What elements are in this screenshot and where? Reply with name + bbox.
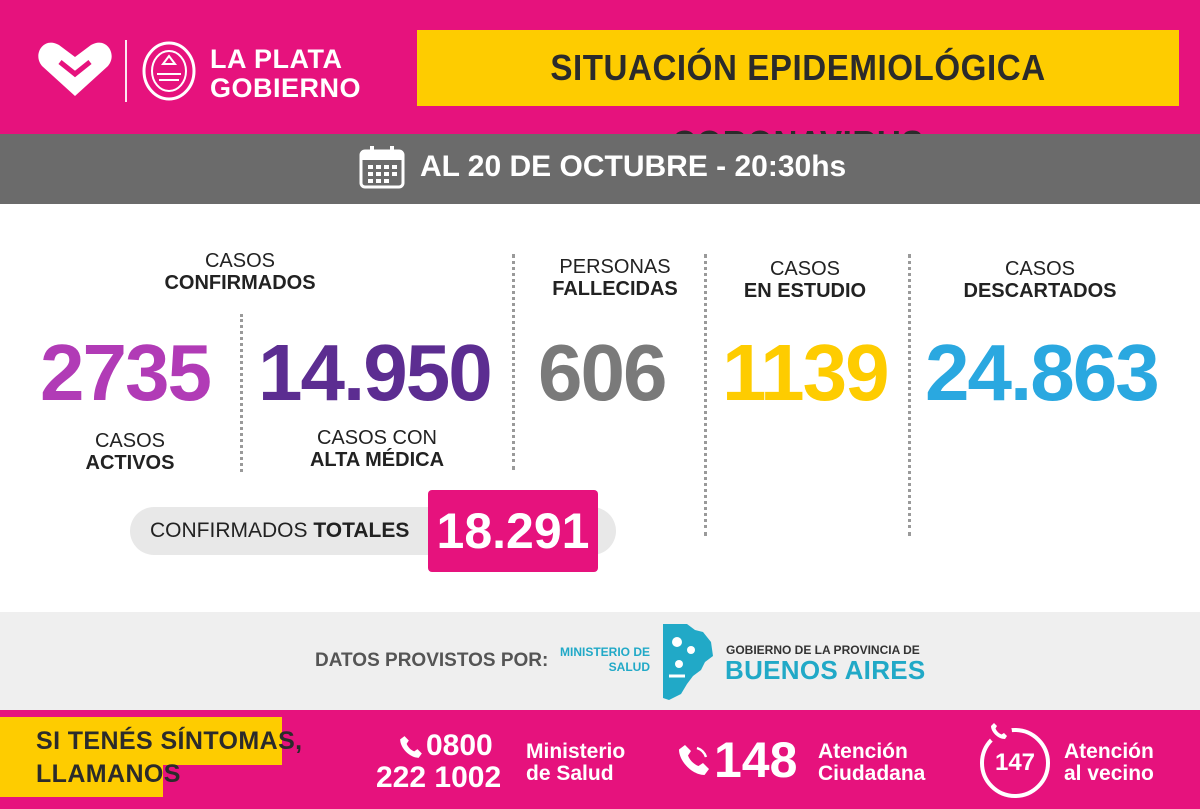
alta-label-line-2: ALTA MÉDICA (309, 449, 445, 471)
estudio-value: 1139 (722, 328, 890, 417)
vecino-circle (980, 728, 1050, 798)
totals-label: CONFIRMADOS TOTALES (150, 519, 409, 543)
phone-icon (679, 745, 709, 775)
ministerio-line-2: SALUD (608, 660, 650, 674)
ministerio-salud-logo: MINISTERIO DE SALUD (552, 645, 650, 675)
calendar-icon (359, 146, 405, 189)
page-title: SITUACIÓN EPIDEMIOLÓGICA CORONAVIRUS (550, 47, 1046, 164)
separator (240, 314, 243, 472)
fallecidas-label-line-1: PERSONAS (559, 256, 671, 278)
totals-box (428, 490, 598, 572)
brand-name: LA PLATA GOBIERNO (210, 45, 361, 103)
activos-label: CASOS ACTIVOS (60, 430, 200, 474)
salud-label-line-2: de Salud (526, 762, 614, 785)
salud-number-line-1[interactable]: 0800 (426, 729, 493, 762)
title-box: SITUACIÓN EPIDEMIOLÓGICA CORONAVIRUS (417, 30, 1179, 164)
provided-label: DATOS PROVISTOS POR: (315, 650, 549, 671)
ciudadana-label: Atención Ciudadana (818, 741, 925, 785)
salud-label: Ministerio de Salud (526, 741, 625, 785)
date-band (0, 134, 1200, 204)
salud-number-line-2[interactable]: 222 1002 (376, 761, 502, 794)
symptoms-text: SI TENÉS SÍNTOMAS, LLAMANOS (36, 725, 303, 791)
descartados-label: CASOS DESCARTADOS (950, 258, 1130, 302)
confirmados-header-line-1: CASOS (204, 250, 276, 272)
activos-label-line-2: ACTIVOS (85, 452, 175, 474)
descartados-value: 24.863 (925, 328, 1160, 417)
fallecidas-label: PERSONAS FALLECIDAS (530, 256, 700, 300)
gobierno-line-small: GOBIERNO DE LA PROVINCIA DE (726, 643, 920, 657)
vecino-label: Atención al vecino (1064, 741, 1154, 785)
ciudadana-label-line-2: Ciudadana (818, 762, 926, 785)
symptoms-line-1: SI TENÉS SÍNTOMAS, (36, 727, 303, 755)
estudio-label: CASOS EN ESTUDIO (720, 258, 890, 302)
symptoms-line-2: LLAMANOS (36, 760, 181, 788)
vecino-label-line-1: Atención (1064, 740, 1154, 763)
separator (908, 254, 911, 536)
separator (512, 254, 515, 470)
provided-band (0, 612, 1200, 710)
estudio-label-line-1: CASOS (769, 258, 841, 280)
activos-value: 2735 (40, 328, 212, 417)
ciudadana-number[interactable]: 148 (714, 732, 798, 788)
separator (704, 254, 707, 536)
gobierno-line-big: BUENOS AIRES (725, 655, 926, 685)
logo-divider (125, 40, 127, 102)
buenos-aires-map-icon (663, 624, 713, 700)
report-date: AL 20 DE OCTUBRE - 20:30hs (420, 150, 847, 183)
totals-label-regular: CONFIRMADOS (150, 519, 314, 542)
descartados-label-line-2: DESCARTADOS (963, 280, 1117, 302)
alta-label-line-1: CASOS CON (316, 427, 438, 449)
alta-label: CASOS CON ALTA MÉDICA (292, 427, 462, 471)
ciudadana-label-line-1: Atención (818, 740, 908, 763)
phone-icon (988, 720, 1012, 744)
heart-logo-icon (38, 42, 112, 96)
fallecidas-value: 606 (538, 328, 667, 417)
vecino-number[interactable]: 147 (994, 749, 1036, 776)
symptoms-box (0, 753, 163, 797)
city-seal-icon (142, 41, 196, 101)
activos-label-line-1: CASOS (94, 430, 166, 452)
alta-value: 14.950 (258, 328, 493, 417)
totals-label-bold: TOTALES (313, 519, 410, 542)
estudio-label-line-2: EN ESTUDIO (743, 280, 867, 302)
brand-line-1: LA PLATA (210, 44, 343, 74)
vecino-label-line-2: al vecino (1064, 762, 1154, 785)
ministerio-line-1: MINISTERIO DE (559, 645, 650, 659)
totals-value: 18.291 (436, 503, 590, 559)
brand-line-2: GOBIERNO (210, 73, 362, 103)
confirmados-header: CASOS CONFIRMADOS (140, 250, 340, 294)
phone-icon (400, 736, 422, 758)
fallecidas-label-line-2: FALLECIDAS (552, 278, 678, 300)
confirmados-header-line-2: CONFIRMADOS (164, 272, 316, 294)
salud-label-line-1: Ministerio (526, 740, 626, 763)
descartados-label-line-1: CASOS (1004, 258, 1076, 280)
